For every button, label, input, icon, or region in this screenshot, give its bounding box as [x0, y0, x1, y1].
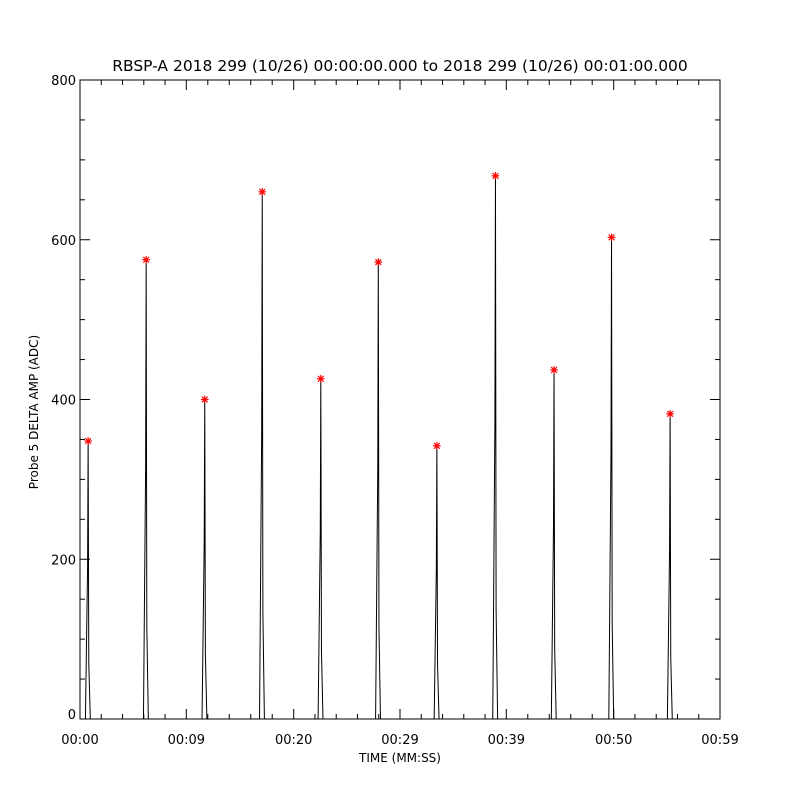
x-tick-label: 00:09 — [168, 733, 205, 748]
x-tick-label: 00:59 — [701, 733, 738, 748]
x-tick-label: 00:00 — [61, 733, 98, 748]
x-tick-label: 00:50 — [595, 733, 632, 748]
peak-marker — [607, 233, 616, 242]
peak-marker — [142, 255, 150, 264]
y-axis: 0 200 400 600 800 — [51, 74, 720, 723]
x-tick-label: 00:20 — [275, 733, 312, 748]
peak-marker — [84, 437, 92, 445]
y-axis-label: Probe 5 DELTA AMP (ADC) — [27, 335, 41, 489]
x-axis: 00:00 00:09 00:20 00:29 00:39 00:50 00:59 — [61, 80, 739, 748]
y-tick-label: 200 — [51, 553, 76, 568]
y-tick-label: 400 — [51, 394, 76, 409]
y-tick-label: 800 — [51, 74, 76, 89]
x-tick-label: 00:29 — [381, 733, 418, 748]
peak-marker — [550, 366, 558, 374]
signal-trace — [83, 175, 712, 720]
y-tick-label: 0 — [68, 708, 76, 723]
series-line — [83, 175, 712, 720]
peak-marker — [200, 395, 209, 404]
x-tick-label: 00:39 — [488, 733, 525, 748]
peak-markers — [84, 172, 674, 450]
peak-marker — [433, 442, 441, 450]
chart-title: RBSP-A 2018 299 (10/26) 00:00:00.000 to … — [112, 57, 688, 75]
peak-marker — [491, 172, 500, 180]
y-tick-label: 600 — [51, 234, 76, 249]
peak-marker — [374, 258, 383, 266]
peak-marker — [317, 374, 325, 383]
x-axis-label: TIME (MM:SS) — [358, 751, 441, 765]
peak-marker — [258, 188, 267, 196]
plot-frame — [79, 79, 721, 720]
peak-marker — [666, 410, 674, 418]
